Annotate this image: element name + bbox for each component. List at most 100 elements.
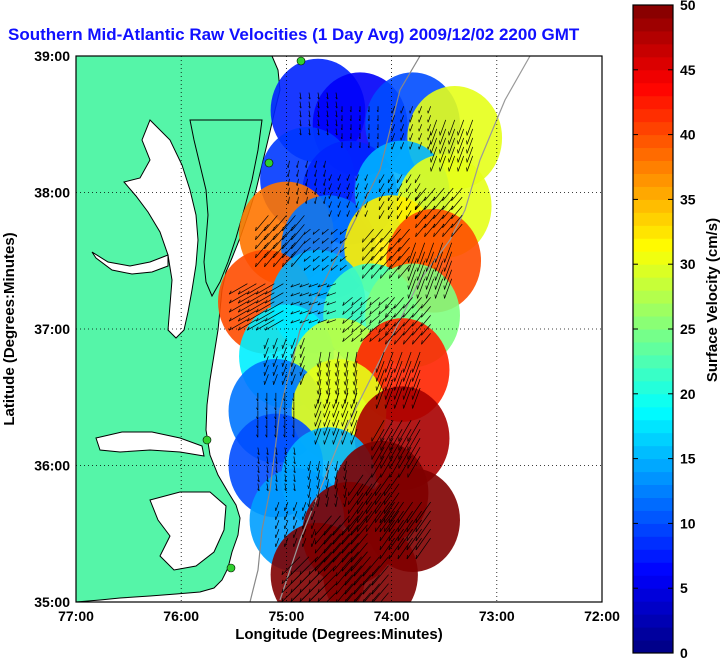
velocity-arrow-head xyxy=(343,381,346,386)
velocity-arrow xyxy=(317,360,322,377)
velocity-arrow-head xyxy=(273,244,275,249)
velocity-arrow xyxy=(378,315,389,324)
velocity-arrow xyxy=(308,119,311,127)
velocity-arrow xyxy=(360,324,371,333)
velocity-arrow-head xyxy=(385,304,387,309)
velocity-arrow-head xyxy=(349,137,352,140)
velocity-arrow xyxy=(405,210,412,220)
velocity-arrow xyxy=(335,378,340,395)
velocity-arrow-head xyxy=(325,363,328,368)
velocity-arrow xyxy=(293,537,298,547)
velocity-arrow xyxy=(335,92,338,100)
velocity-arrow xyxy=(351,428,358,445)
colorbar-band xyxy=(633,627,673,641)
velocity-arrow-head xyxy=(255,308,259,313)
velocity-arrow-head xyxy=(411,368,413,373)
velocity-arrow-head xyxy=(335,133,338,136)
velocity-arrow-head xyxy=(246,308,250,313)
velocity-arrow-head xyxy=(321,258,324,262)
velocity-arrow-head xyxy=(326,115,329,118)
velocity-arrow xyxy=(302,537,307,547)
velocity-arrow-head xyxy=(434,267,436,272)
y-tick-label: 35:00 xyxy=(34,594,70,610)
colorbar-band xyxy=(633,251,673,265)
velocity-arrow xyxy=(266,456,269,464)
velocity-arrow-head xyxy=(353,581,356,586)
pamlico-sound xyxy=(149,491,227,571)
velocity-arrow xyxy=(237,292,257,304)
colorbar-band xyxy=(633,303,673,317)
velocity-arrow xyxy=(384,492,400,514)
velocity-arrow xyxy=(335,461,338,471)
velocity-arrow xyxy=(439,119,447,136)
velocity-arrow xyxy=(332,515,350,536)
colorbar-band xyxy=(633,419,673,434)
velocity-arrow-head xyxy=(237,326,241,331)
velocity-arrow xyxy=(282,347,287,358)
velocity-arrow xyxy=(308,110,311,118)
velocity-arrow-head xyxy=(350,404,352,409)
velocity-arrow xyxy=(337,183,341,190)
velocity-arrow-head xyxy=(342,301,345,306)
velocity-arrow xyxy=(346,210,350,217)
velocity-arrow xyxy=(407,456,421,478)
velocity-arrow-head xyxy=(308,133,311,136)
velocity-arrow-head xyxy=(402,386,404,391)
velocity-arrow xyxy=(357,501,373,523)
velocity-arrow xyxy=(332,551,350,572)
velocity-arrow-head xyxy=(343,503,346,507)
velocity-arrow xyxy=(351,392,358,409)
velocity-arrow-head xyxy=(308,284,312,288)
velocity-arrow-head xyxy=(375,377,377,382)
y-tick-label: 36:00 xyxy=(34,458,70,474)
velocity-arrow-head xyxy=(314,531,317,536)
velocity-arrow-head xyxy=(407,258,409,263)
velocity-arrow xyxy=(291,338,296,349)
velocity-arrow-head xyxy=(293,470,296,474)
velocity-arrow-head xyxy=(389,274,391,279)
velocity-arrow xyxy=(341,515,359,536)
velocity-arrow-head xyxy=(334,476,337,480)
velocity-arrow xyxy=(335,369,340,386)
velocity-arrow xyxy=(362,228,374,243)
velocity-arrow-head xyxy=(272,344,274,349)
velocity-arrow-head xyxy=(389,265,391,270)
velocity-arrow-head xyxy=(323,549,326,554)
velocity-arrow xyxy=(311,519,316,529)
velocity-arrow-head xyxy=(299,362,301,367)
colorbar-ticks: 0 5 10 15 20 25 30 35 40 45 50 xyxy=(633,0,696,659)
velocity-arrow xyxy=(351,401,358,418)
velocity-arrow-head xyxy=(307,494,310,498)
velocity-arrow xyxy=(308,497,311,507)
velocity-arrow-head xyxy=(443,258,445,263)
velocity-arrow-head xyxy=(442,223,444,228)
velocity-arrow xyxy=(417,269,426,290)
velocity-arrow-head xyxy=(237,290,241,295)
velocity-arrow xyxy=(308,461,311,471)
velocity-arrow-head xyxy=(343,390,346,395)
velocity-arrow xyxy=(351,315,362,324)
velocity-arrow-head xyxy=(326,124,329,127)
velocity-arrow xyxy=(384,474,400,496)
velocity-arrow-head xyxy=(325,467,328,471)
velocity-arrow xyxy=(273,215,287,232)
velocity-arrow xyxy=(378,333,389,342)
velocity-arrow xyxy=(326,479,329,489)
velocity-arrow xyxy=(389,420,403,442)
velocity-arrow xyxy=(421,333,431,345)
velocity-arrow xyxy=(412,378,421,400)
velocity-arrow-head xyxy=(340,110,343,113)
velocity-arrow xyxy=(394,369,403,391)
radar-station xyxy=(296,56,306,66)
velocity-arrow-head xyxy=(283,416,286,420)
velocity-arrow xyxy=(400,133,404,141)
velocity-arrow xyxy=(323,178,326,186)
velocity-arrow-head xyxy=(290,579,293,584)
velocity-arrow xyxy=(339,264,347,271)
velocity-arrow xyxy=(389,456,403,478)
colorbar-band xyxy=(633,277,673,291)
velocity-arrow-head xyxy=(358,137,361,140)
colorbar-band xyxy=(633,212,673,226)
velocity-arrow xyxy=(317,574,337,593)
velocity-arrow xyxy=(264,356,269,367)
